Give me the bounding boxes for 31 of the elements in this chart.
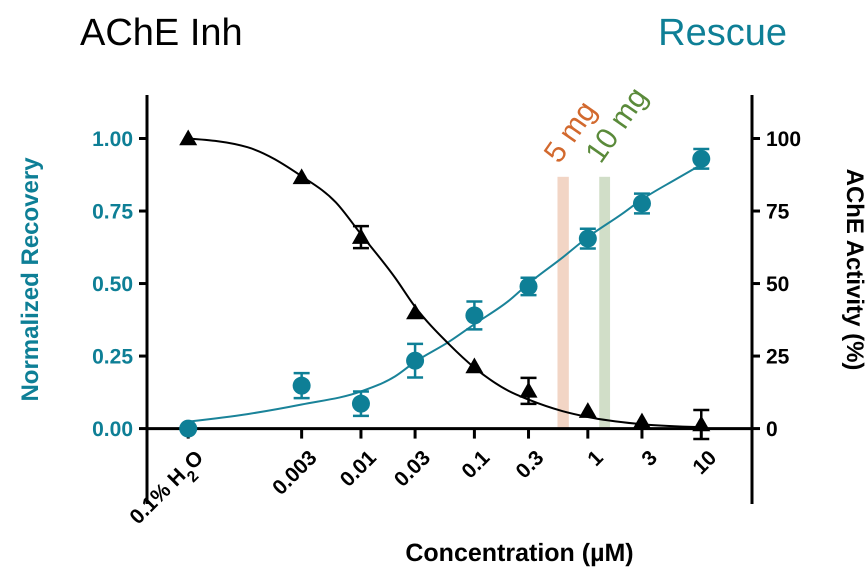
x-tick-label: 0.1 bbox=[457, 446, 495, 484]
point bbox=[692, 416, 710, 432]
text: AChE Inh bbox=[80, 12, 243, 54]
x-tick-label: 3 bbox=[637, 446, 662, 471]
point bbox=[292, 376, 311, 395]
text: Rescue bbox=[658, 12, 787, 54]
y2-tick-label: 25 bbox=[766, 345, 790, 368]
point bbox=[465, 306, 484, 324]
point bbox=[292, 168, 311, 184]
point bbox=[406, 352, 424, 370]
x-tick-label: 10 bbox=[688, 446, 722, 480]
y2-axis-title: AChE Activity (%) bbox=[841, 168, 867, 370]
y-axis-title: Normalized Recovery bbox=[17, 156, 44, 402]
x-tick-label: 0.01 bbox=[336, 446, 382, 492]
y-tick-label: 0.25 bbox=[92, 345, 134, 368]
point bbox=[465, 358, 484, 374]
x-tick-label: 0.03 bbox=[390, 446, 436, 492]
y2-tick-label: 50 bbox=[766, 272, 790, 296]
y2-tick-label: 0 bbox=[766, 418, 778, 441]
y2-tick-label: 100 bbox=[766, 128, 802, 151]
x-tick-label: 1 bbox=[583, 446, 608, 471]
x-tick-label: 0.3 bbox=[512, 446, 548, 484]
point bbox=[406, 304, 424, 320]
y-tick-label: 0.00 bbox=[92, 418, 133, 441]
y2-tick-label: 75 bbox=[766, 200, 790, 224]
y-tick-label: 1.00 bbox=[92, 128, 133, 151]
point bbox=[520, 382, 538, 398]
point bbox=[578, 402, 597, 418]
x-axis-title: Concentration (µM) bbox=[405, 539, 634, 567]
y-tick-label: 0.50 bbox=[92, 272, 133, 296]
y-tick-label: 0.75 bbox=[92, 200, 134, 224]
